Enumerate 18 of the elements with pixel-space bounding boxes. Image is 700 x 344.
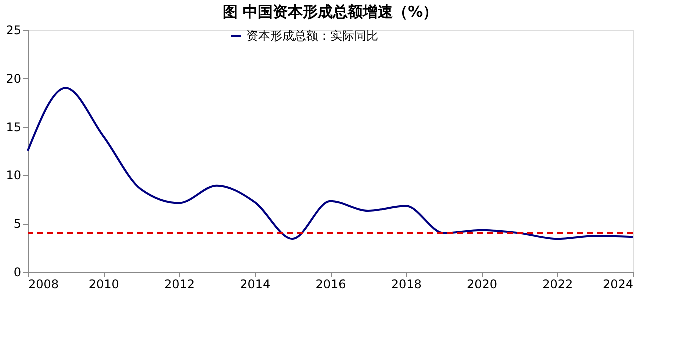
x-tick-label: 2024 bbox=[602, 278, 634, 292]
y-tick-label: 0 bbox=[14, 266, 22, 280]
y-tick-label: 25 bbox=[6, 24, 22, 38]
legend-label: 资本形成总额：实际同比 bbox=[246, 29, 378, 43]
x-tick-label: 2010 bbox=[88, 278, 120, 292]
x-tick-label: 2020 bbox=[466, 278, 498, 292]
x-tick-label: 2008 bbox=[28, 278, 60, 292]
x-tick-label: 2014 bbox=[240, 278, 271, 292]
x-tick-label: 2022 bbox=[542, 278, 574, 292]
y-tick-label: 5 bbox=[14, 217, 22, 232]
x-tick-label: 2012 bbox=[164, 278, 196, 292]
line-series bbox=[27, 87, 634, 240]
x-tick-label: 2018 bbox=[391, 278, 422, 292]
chart-title: 图 中国资本形成总额增速（%） bbox=[222, 3, 438, 21]
y-tick-label: 15 bbox=[6, 120, 22, 134]
x-tick-label: 2016 bbox=[316, 278, 346, 292]
y-tick-label: 20 bbox=[6, 72, 22, 86]
y-tick-label: 10 bbox=[6, 168, 22, 183]
